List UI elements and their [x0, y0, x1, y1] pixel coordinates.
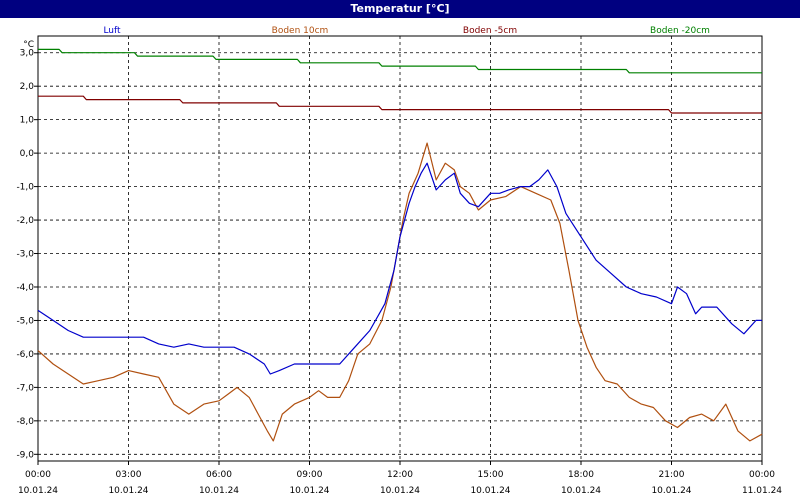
y-axis-label: °C	[23, 40, 34, 50]
x-tick-date-label: 11.01.24	[742, 486, 782, 496]
y-tick-label: -4,0	[16, 283, 34, 293]
y-tick-label: -9,0	[16, 450, 34, 460]
x-tick-time-label: 03:00	[116, 470, 142, 480]
x-tick-date-label: 10.01.24	[289, 486, 329, 496]
legend-entry: Boden -20cm	[650, 26, 710, 36]
x-tick-time-label: 21:00	[659, 470, 685, 480]
y-tick-label: -2,0	[16, 216, 34, 226]
y-tick-label: -6,0	[16, 350, 34, 360]
x-tick-time-label: 00:00	[749, 470, 775, 480]
x-tick-time-label: 09:00	[297, 470, 323, 480]
legend-entry: Luft	[103, 26, 121, 36]
x-tick-date-label: 10.01.24	[18, 486, 58, 496]
x-tick-time-label: 18:00	[568, 470, 594, 480]
chart-title: Temperatur [°C]	[0, 0, 800, 18]
x-tick-date-label: 10.01.24	[470, 486, 510, 496]
series-line-luft	[37, 162, 762, 375]
y-tick-label: 1,0	[20, 116, 35, 126]
x-tick-time-label: 06:00	[206, 470, 232, 480]
x-tick-time-label: 12:00	[387, 470, 413, 480]
y-tick-label: 0,0	[20, 149, 35, 159]
x-tick-date-label: 10.01.24	[108, 486, 148, 496]
x-tick-date-label: 10.01.24	[380, 486, 420, 496]
y-tick-label: 3,0	[20, 49, 35, 59]
x-tick-date-label: 10.01.24	[199, 486, 239, 496]
x-tick-date-label: 10.01.24	[561, 486, 601, 496]
x-tick-time-label: 00:00	[25, 470, 51, 480]
series-line-boden-20cm	[38, 48, 762, 74]
y-tick-label: -3,0	[16, 250, 34, 260]
x-tick-date-label: 10.01.24	[651, 486, 691, 496]
y-tick-label: -7,0	[16, 383, 34, 393]
y-tick-label: -1,0	[16, 183, 34, 193]
y-tick-label: 2,0	[20, 82, 35, 92]
y-tick-label: -8,0	[16, 417, 34, 427]
series-line-boden-10cm	[37, 142, 763, 442]
legend-entry: Boden 10cm	[272, 26, 329, 36]
y-tick-label: -5,0	[16, 316, 34, 326]
x-tick-time-label: 15:00	[478, 470, 504, 480]
series-line-boden-5cm	[38, 95, 762, 114]
legend-entry: Boden -5cm	[463, 26, 517, 36]
